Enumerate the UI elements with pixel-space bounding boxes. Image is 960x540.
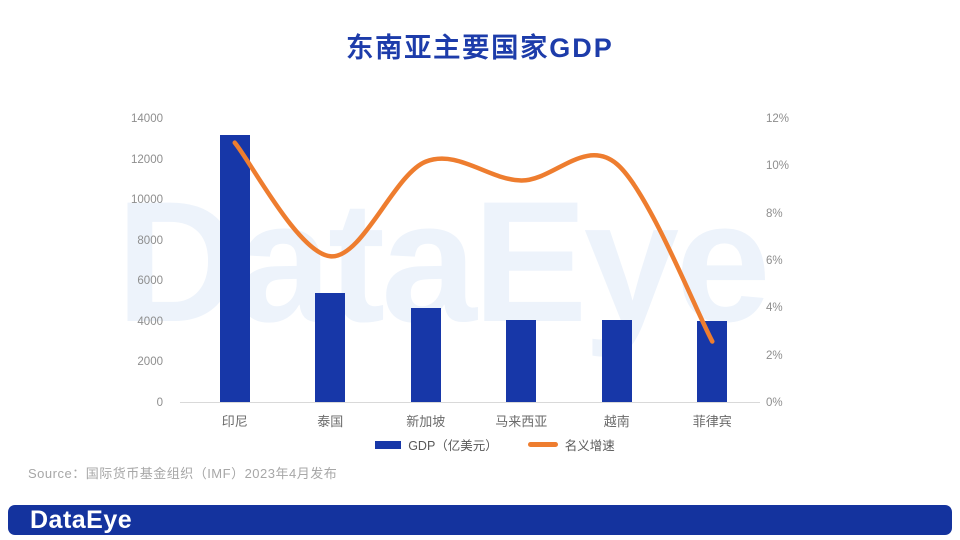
x-axis-label: 越南 <box>603 414 630 429</box>
left-axis-tick-label: 8000 <box>137 234 163 247</box>
x-axis-label: 菲律宾 <box>692 414 732 429</box>
footer-bar: DataEye <box>8 505 952 535</box>
x-axis-line <box>180 402 760 403</box>
dataeye-logo: DataEye <box>30 505 133 534</box>
gdp-bar <box>410 308 441 403</box>
legend-label-gdp: GDP（亿美元） <box>408 439 498 453</box>
left-axis-tick-label: 4000 <box>137 315 163 328</box>
gdp-bar <box>697 321 728 403</box>
chart-title: 东南亚主要国家GDP <box>346 33 614 63</box>
gdp-bar <box>219 135 250 403</box>
left-axis-tick-label: 10000 <box>131 194 163 207</box>
legend-label-growth: 名义增速 <box>564 439 615 453</box>
bar-swatch-icon <box>375 440 402 449</box>
right-axis-tick-label: 2% <box>766 349 783 362</box>
right-axis-tick-label: 12% <box>766 113 790 125</box>
right-axis-tick-label: 8% <box>766 207 783 220</box>
legend-item-growth: 名义增速 <box>527 435 615 454</box>
gdp-bar <box>601 320 632 403</box>
x-axis-label: 印尼 <box>221 414 248 429</box>
right-axis-tick-label: 6% <box>766 255 783 267</box>
right-axis-tick-label: 4% <box>766 302 783 315</box>
x-axis-label: 泰国 <box>317 414 344 429</box>
chart-legend: GDP（亿美元） 名义增速 <box>15 435 960 454</box>
gdp-bar <box>315 293 346 403</box>
right-axis-tick-label: 0% <box>766 397 783 409</box>
left-axis-tick-label: 2000 <box>137 356 163 369</box>
line-swatch-icon <box>527 442 558 447</box>
right-axis-tick-label: 10% <box>766 160 790 173</box>
left-axis-tick-label: 0 <box>156 397 163 409</box>
x-axis-label: 马来西亚 <box>495 414 548 429</box>
x-axis-label: 新加坡 <box>406 414 446 429</box>
left-axis-tick-label: 12000 <box>131 153 163 166</box>
dataeye-watermark: DataEye <box>116 166 771 358</box>
left-axis-tick-label: 14000 <box>131 113 163 125</box>
source-note: Source：国际货币基金组织（IMF）2023年4月发布 <box>28 466 338 481</box>
left-axis-tick-label: 6000 <box>137 275 163 288</box>
legend-item-gdp: GDP（亿美元） <box>375 435 498 454</box>
gdp-bar <box>506 319 537 403</box>
